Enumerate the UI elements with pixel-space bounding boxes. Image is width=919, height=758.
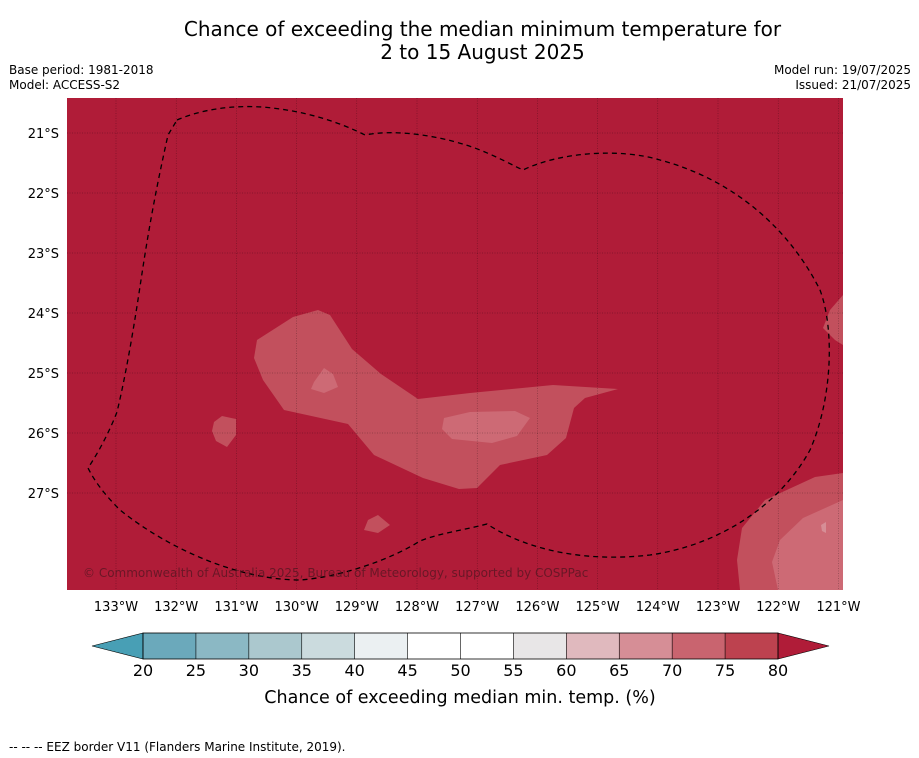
colorbar-label: Chance of exceeding median min. temp. (%… (264, 688, 655, 708)
map-panel: © Commonwealth of Australia 2025, Bureau… (67, 98, 843, 590)
issued-date: Issued: 21/07/2025 (795, 78, 911, 92)
colorbar-under-arrow (91, 632, 144, 660)
longitude-label: 126°W (515, 600, 559, 615)
colorbar-tick-label: 65 (609, 661, 629, 680)
title-line-2: 2 to 15 August 2025 (380, 40, 585, 64)
colorbar: 20 25 30 35 40 45 50 55 60 65 70 75 80 Chance of exc… (91, 632, 830, 708)
latitude-label: 25°S (28, 367, 59, 382)
probability-zone-70 (212, 416, 236, 447)
colorbar-ticks: 20 25 30 35 40 45 50 55 60 65 70 75 80 (133, 633, 788, 680)
colorbar-over-arrow (777, 632, 830, 660)
longitude-label: 124°W (636, 600, 680, 615)
longitude-label: 129°W (335, 600, 379, 615)
eez-border (87, 105, 830, 581)
map-background (67, 98, 843, 590)
longitude-label: 123°W (696, 600, 740, 615)
meta-left: Base period: 1981-2018 Model: ACCESS-S2 (9, 63, 154, 93)
longitude-label: 133°W (94, 600, 138, 615)
probability-zone-75 (442, 411, 530, 443)
graticule (67, 98, 843, 590)
probability-zone-75-tick (821, 522, 826, 533)
colorbar-segment (195, 633, 250, 659)
colorbar-tick-label: 80 (768, 661, 788, 680)
meta-right: Model run: 19/07/2025 Issued: 21/07/2025 (774, 63, 911, 93)
longitude-label: 128°W (395, 600, 439, 615)
colorbar-tick-label: 45 (397, 661, 417, 680)
colorbar-segment (672, 633, 726, 659)
map-title: Chance of exceeding the median minimum t… (0, 18, 919, 64)
colorbar-segment (407, 633, 461, 659)
longitude-label: 132°W (154, 600, 198, 615)
colorbar-segment (566, 633, 620, 659)
longitude-labels: 133°W 132°W 131°W 130°W 129°W 128°W 127°W 126°W… (94, 600, 861, 615)
colorbar-segment (513, 633, 567, 659)
colorbar-segment (725, 633, 779, 659)
colorbar-segment (248, 633, 303, 659)
latitude-label: 26°S (28, 427, 59, 442)
colorbar-segments (143, 633, 779, 659)
model-run: Model run: 19/07/2025 (773, 63, 911, 77)
colorbar-segment (301, 633, 355, 659)
colorbar-tick-label: 70 (662, 661, 682, 680)
longitude-label: 122°W (756, 600, 800, 615)
title-line-1: Chance of exceeding the median minimum t… (183, 17, 782, 41)
colorbar-tick-label: 75 (715, 661, 735, 680)
colorbar-tick-label: 30 (239, 661, 259, 680)
probability-zone-75 (311, 368, 338, 393)
colorbar-tick-label: 50 (450, 661, 470, 680)
colorbar-tick-label: 60 (556, 661, 576, 680)
probability-zone-70 (364, 515, 390, 533)
colorbar-tick-label: 35 (292, 661, 312, 680)
colorbar-segment (619, 633, 673, 659)
colorbar-segment (143, 633, 197, 659)
base-period: Base period: 1981-2018 (9, 63, 154, 77)
latitude-label: 23°S (28, 247, 59, 262)
probability-zone-70 (823, 295, 843, 345)
longitude-label: 130°W (275, 600, 319, 615)
model-name: Model: ACCESS-S2 (9, 78, 121, 92)
colorbar-segment (354, 633, 408, 659)
longitude-label: 125°W (576, 600, 620, 615)
longitude-label: 121°W (816, 600, 860, 615)
latitude-label: 22°S (28, 187, 59, 202)
longitude-label: 127°W (455, 600, 499, 615)
colorbar-tick-label: 25 (186, 661, 206, 680)
latitude-labels: 21°S 22°S 23°S 24°S 25°S 26°S 27°S (28, 127, 59, 502)
copyright-notice: © Commonwealth of Australia 2025, Bureau… (83, 566, 588, 580)
colorbar-tick-label: 55 (503, 661, 523, 680)
eez-footnote: -- -- -- EEZ border V11 (Flanders Marine… (9, 740, 346, 754)
latitude-label: 24°S (28, 307, 59, 322)
latitude-label: 27°S (28, 487, 59, 502)
colorbar-tick-label: 40 (344, 661, 364, 680)
latitude-label: 21°S (28, 127, 59, 142)
colorbar-tick-label: 20 (133, 661, 153, 680)
probability-zone-70 (254, 310, 618, 489)
longitude-label: 131°W (214, 600, 258, 615)
colorbar-segment (460, 633, 514, 659)
